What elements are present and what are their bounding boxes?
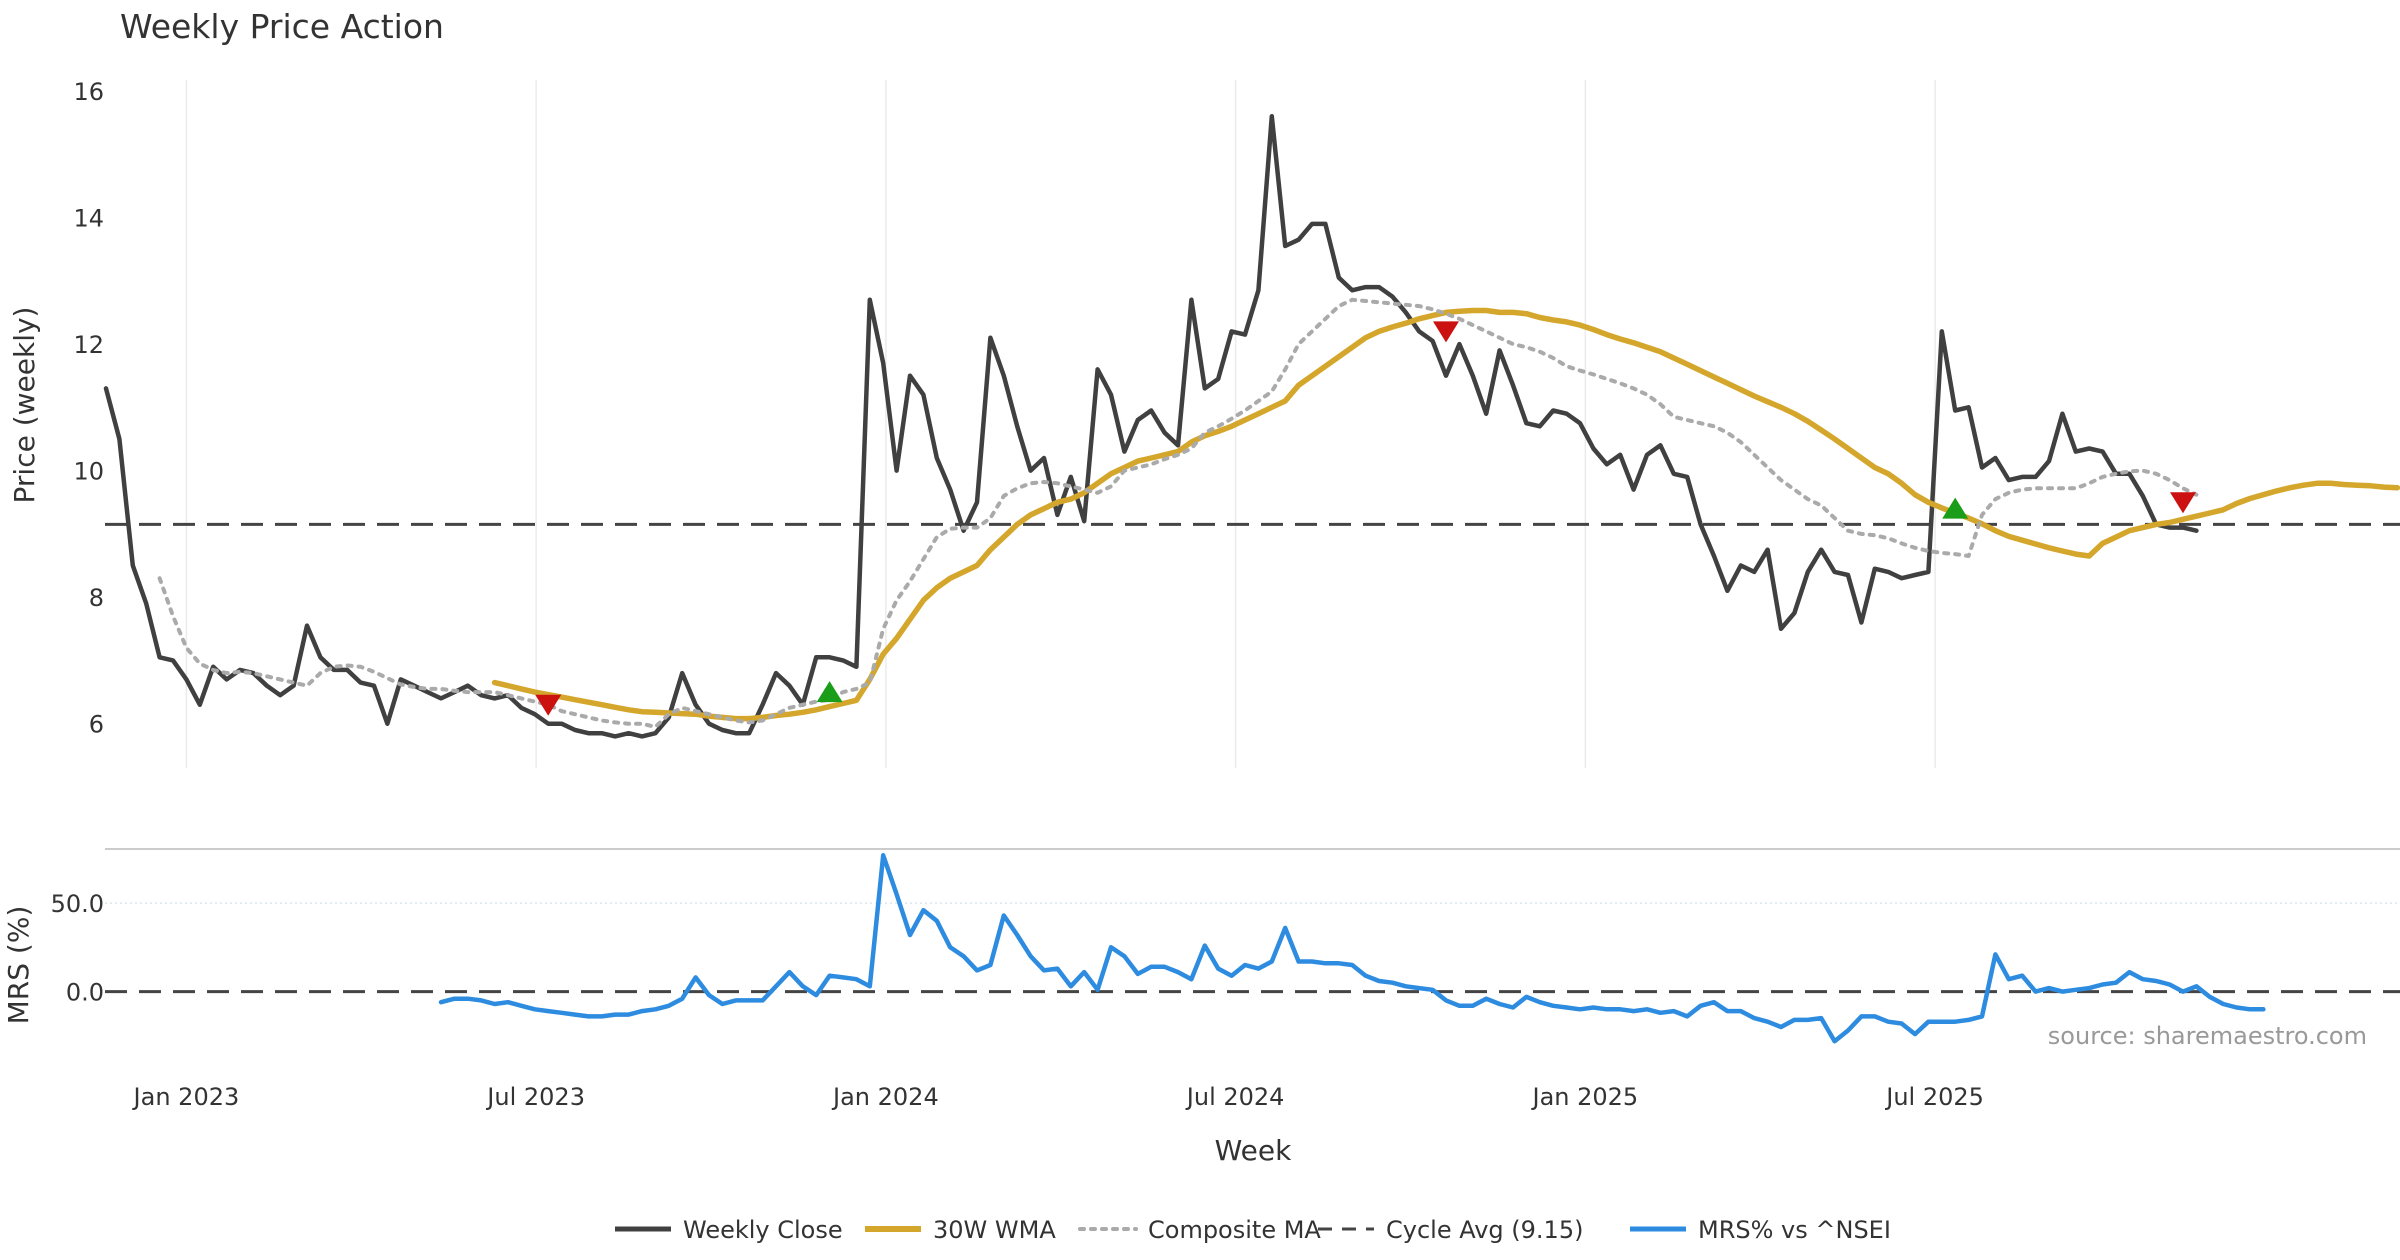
x-tick-label: Jan 2023: [132, 1083, 240, 1111]
legend: Weekly Close 30W WMA Composite MA Cycle Avg…: [615, 1216, 1891, 1244]
sell-signal-marker: [2170, 492, 2196, 514]
legend-mrs-label: MRS% vs ^NSEI: [1698, 1216, 1891, 1244]
mrs-tick-labels: 0.0 50.0: [51, 890, 104, 1006]
series-lines: [103, 114, 2400, 1044]
x-tick-label: Jul 2024: [1185, 1083, 1285, 1111]
x-tick-label: Jul 2023: [485, 1083, 585, 1111]
wma-30w-line: [491, 307, 2400, 722]
y-tick-labels: 6 8 10 12 14 16: [73, 78, 104, 739]
y-tick-label: 8: [89, 584, 104, 612]
x-tick-label: Jan 2024: [831, 1083, 939, 1111]
chart-title: Weekly Price Action: [120, 7, 444, 46]
x-axis-label: Week: [1215, 1134, 1292, 1167]
x-tick-label: Jul 2025: [1884, 1083, 1984, 1111]
legend-weekly-close-label: Weekly Close: [683, 1216, 843, 1244]
sell-signal-marker: [1433, 321, 1459, 343]
y-tick-label: 10: [73, 458, 104, 486]
mrs-axis-label: MRS (%): [2, 906, 35, 1025]
signal-markers: [535, 321, 2196, 716]
mrs-tick-label: 50.0: [51, 890, 104, 918]
buy-signal-marker: [1942, 497, 1969, 519]
y-tick-label: 6: [89, 711, 104, 739]
legend-composite-ma-label: Composite MA: [1148, 1216, 1321, 1244]
source-note: source: sharemaestro.com: [2048, 1022, 2367, 1050]
x-tick-labels: Jan 2023 Jul 2023 Jan 2024 Jul 2024 Jan 2025…: [132, 1083, 1984, 1111]
y-tick-label: 14: [73, 205, 104, 233]
legend-cycle-avg-label: Cycle Avg (9.15): [1386, 1216, 1583, 1244]
sell-signal-marker: [535, 694, 562, 716]
legend-wma-30w-label: 30W WMA: [933, 1216, 1056, 1244]
composite-ma-line: [157, 297, 2199, 729]
mrs-line: [438, 853, 2266, 1044]
y-axis-label: Price (weekly): [8, 307, 41, 504]
buy-signal-marker: [816, 681, 843, 703]
y-tick-label: 16: [73, 78, 104, 106]
x-tick-label: Jan 2025: [1531, 1083, 1639, 1111]
mrs-tick-label: 0.0: [66, 979, 104, 1007]
y-tick-label: 12: [73, 331, 104, 359]
